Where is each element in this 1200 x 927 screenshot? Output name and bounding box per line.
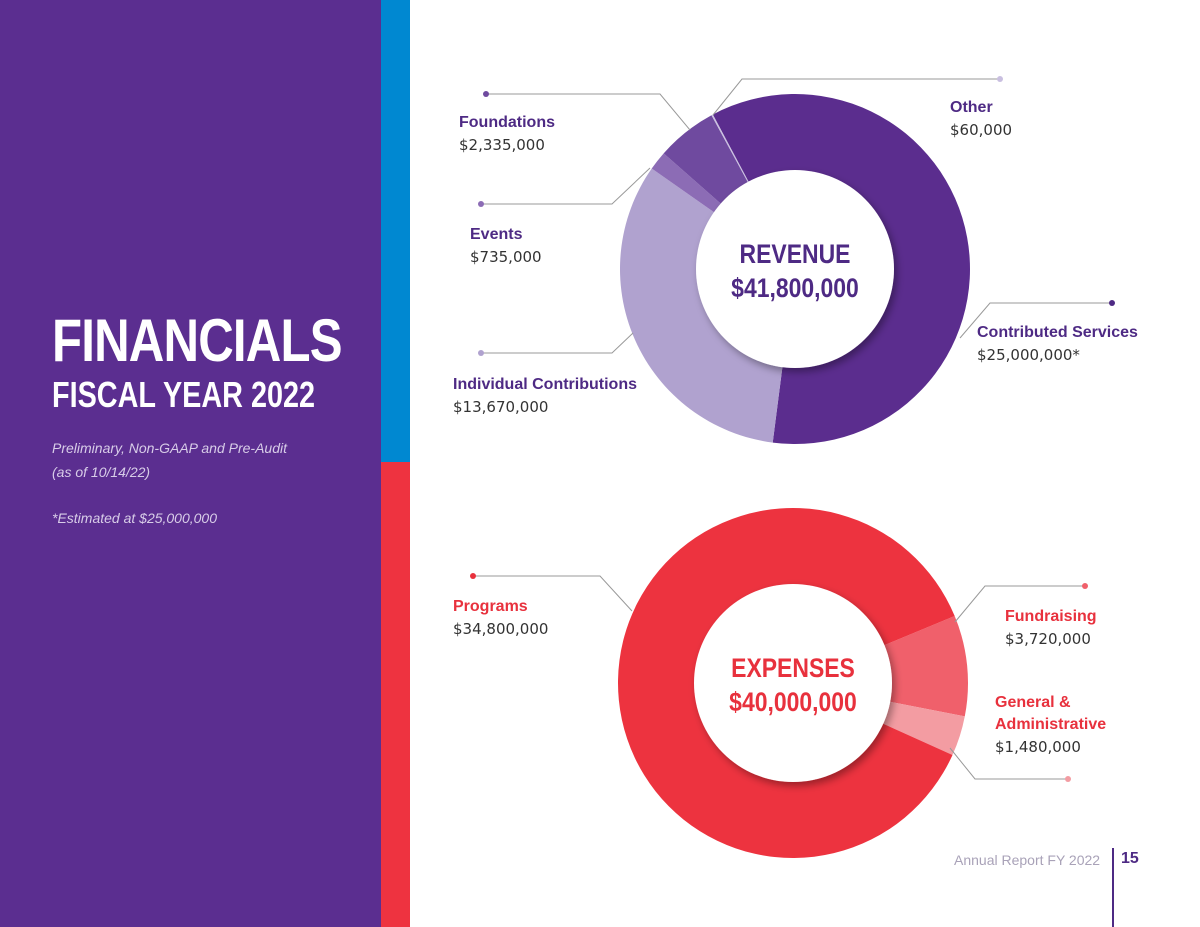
- page-title: FINANCIALS: [52, 307, 343, 374]
- sidebar-panel: [0, 0, 381, 927]
- donut-center-circle: [694, 584, 892, 782]
- revenue-donut: [620, 94, 970, 444]
- note-preliminary: Preliminary, Non-GAAP and Pre-Audit: [52, 440, 287, 456]
- slice-other: [711, 114, 749, 183]
- leader-line: [481, 332, 634, 354]
- leader-dot: [483, 91, 489, 97]
- leader-line: [481, 167, 651, 205]
- label-general-administrative: General & Administrative $1,480,000: [995, 694, 1107, 756]
- page-number: 15: [1121, 850, 1139, 867]
- revenue-total: $41,800,000: [731, 273, 859, 303]
- leader-line: [473, 575, 633, 612]
- leader-dot: [478, 201, 484, 207]
- footer-divider: [1112, 848, 1114, 927]
- leader-dot: [1082, 583, 1088, 589]
- label-fundraising: Fundraising $3,720,000: [1005, 608, 1097, 648]
- slice-foundations: [663, 115, 749, 205]
- slice-general-administrative: [882, 701, 965, 756]
- leader-line: [954, 585, 1085, 623]
- revenue-center: REVENUE $41,800,000: [695, 237, 895, 305]
- leader-dot: [1065, 776, 1071, 782]
- donut-center-circle: [696, 170, 894, 368]
- expenses-total: $40,000,000: [729, 687, 857, 717]
- leader-dot: [470, 573, 476, 579]
- expenses-donut: [618, 507, 968, 858]
- leader-line: [959, 302, 1112, 339]
- leader-line: [949, 747, 1068, 780]
- slice-individual-contributions: [620, 168, 783, 443]
- red-stripe: [381, 462, 410, 927]
- label-programs: Programs $34,800,000: [453, 598, 549, 638]
- slice-programs: [618, 507, 955, 858]
- note-date: (as of 10/14/22): [52, 464, 151, 480]
- label-other: Other $60,000: [950, 99, 1013, 139]
- leader-dot: [1109, 300, 1115, 306]
- revenue-title: REVENUE: [739, 239, 851, 269]
- blue-stripe: [381, 0, 410, 462]
- leader-line: [486, 93, 691, 131]
- label-contributed-services: Contributed Services $25,000,000*: [977, 324, 1138, 364]
- label-individual-contributions: Individual Contributions $13,670,000: [453, 376, 637, 416]
- expenses-center: EXPENSES $40,000,000: [693, 651, 893, 719]
- slice-contributed-services: [712, 94, 970, 444]
- slice-fundraising: [883, 616, 968, 717]
- leader-dot: [997, 76, 1003, 82]
- page-subtitle: FISCAL YEAR 2022: [52, 374, 316, 415]
- leader-line: [712, 78, 1000, 116]
- footer-label: Annual Report FY 2022: [954, 852, 1101, 868]
- slice-events: [651, 153, 722, 213]
- label-foundations: Foundations $2,335,000: [459, 114, 555, 154]
- leader-dot: [478, 350, 484, 356]
- note-estimate: *Estimated at $25,000,000: [52, 510, 218, 526]
- expenses-title: EXPENSES: [731, 653, 855, 683]
- label-events: Events $735,000: [470, 226, 542, 266]
